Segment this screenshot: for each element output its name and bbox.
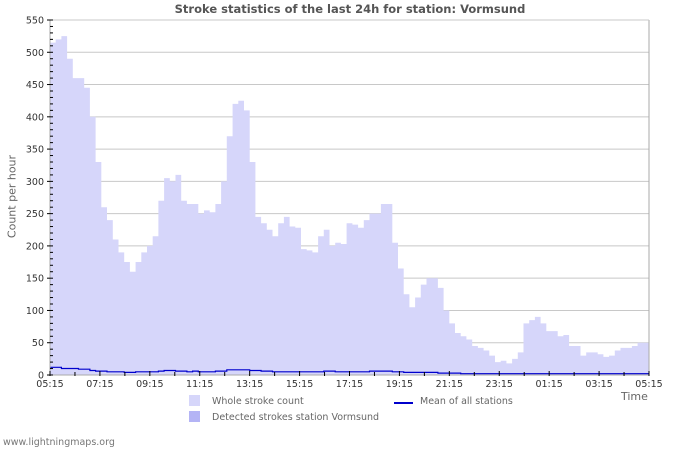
svg-text:550: 550 <box>26 16 44 27</box>
svg-text:03:15: 03:15 <box>585 379 612 390</box>
svg-text:100: 100 <box>26 306 44 317</box>
svg-text:50: 50 <box>32 338 44 349</box>
svg-text:19:15: 19:15 <box>386 379 413 390</box>
legend-swatch-detected <box>189 411 200 422</box>
svg-text:05:15: 05:15 <box>36 379 63 390</box>
svg-text:300: 300 <box>26 177 44 188</box>
legend-line-mean <box>394 402 413 404</box>
svg-text:450: 450 <box>26 80 44 91</box>
y-axis-label: Count per hour <box>5 154 19 239</box>
svg-text:07:15: 07:15 <box>86 379 113 390</box>
x-axis-label: Time <box>621 390 648 403</box>
chart-title: Stroke statistics of the last 24h for st… <box>174 2 526 16</box>
legend-swatch-whole <box>189 395 200 406</box>
svg-text:250: 250 <box>26 209 44 220</box>
svg-text:17:15: 17:15 <box>336 379 363 390</box>
y-axis-ticks: 0 50 100 150 200 250 300 350 400 450 500 550 <box>26 16 53 382</box>
svg-text:13:15: 13:15 <box>236 379 263 390</box>
svg-text:05:15: 05:15 <box>635 379 662 390</box>
legend-label-whole: Whole stroke count <box>212 396 304 407</box>
svg-text:350: 350 <box>26 145 44 156</box>
svg-text:01:15: 01:15 <box>535 379 562 390</box>
svg-text:400: 400 <box>26 112 44 123</box>
whole-stroke-area <box>50 36 649 375</box>
mean-line <box>50 366 649 375</box>
svg-text:11:15: 11:15 <box>186 379 213 390</box>
x-axis-ticks: 05:15 07:15 09:15 11:15 13:15 15:15 17:15 19:15… <box>36 371 663 390</box>
svg-text:150: 150 <box>26 274 44 285</box>
svg-text:500: 500 <box>26 48 44 59</box>
svg-text:0: 0 <box>38 371 44 382</box>
footer-credit: www.lightningmaps.org <box>3 437 115 448</box>
legend-label-detected: Detected strokes station Vormsund <box>212 412 380 423</box>
svg-text:15:15: 15:15 <box>286 379 313 390</box>
svg-text:09:15: 09:15 <box>136 379 163 390</box>
legend-label-mean: Mean of all stations <box>420 396 513 407</box>
svg-text:21:15: 21:15 <box>436 379 463 390</box>
svg-text:23:15: 23:15 <box>486 379 513 390</box>
svg-text:200: 200 <box>26 241 44 252</box>
